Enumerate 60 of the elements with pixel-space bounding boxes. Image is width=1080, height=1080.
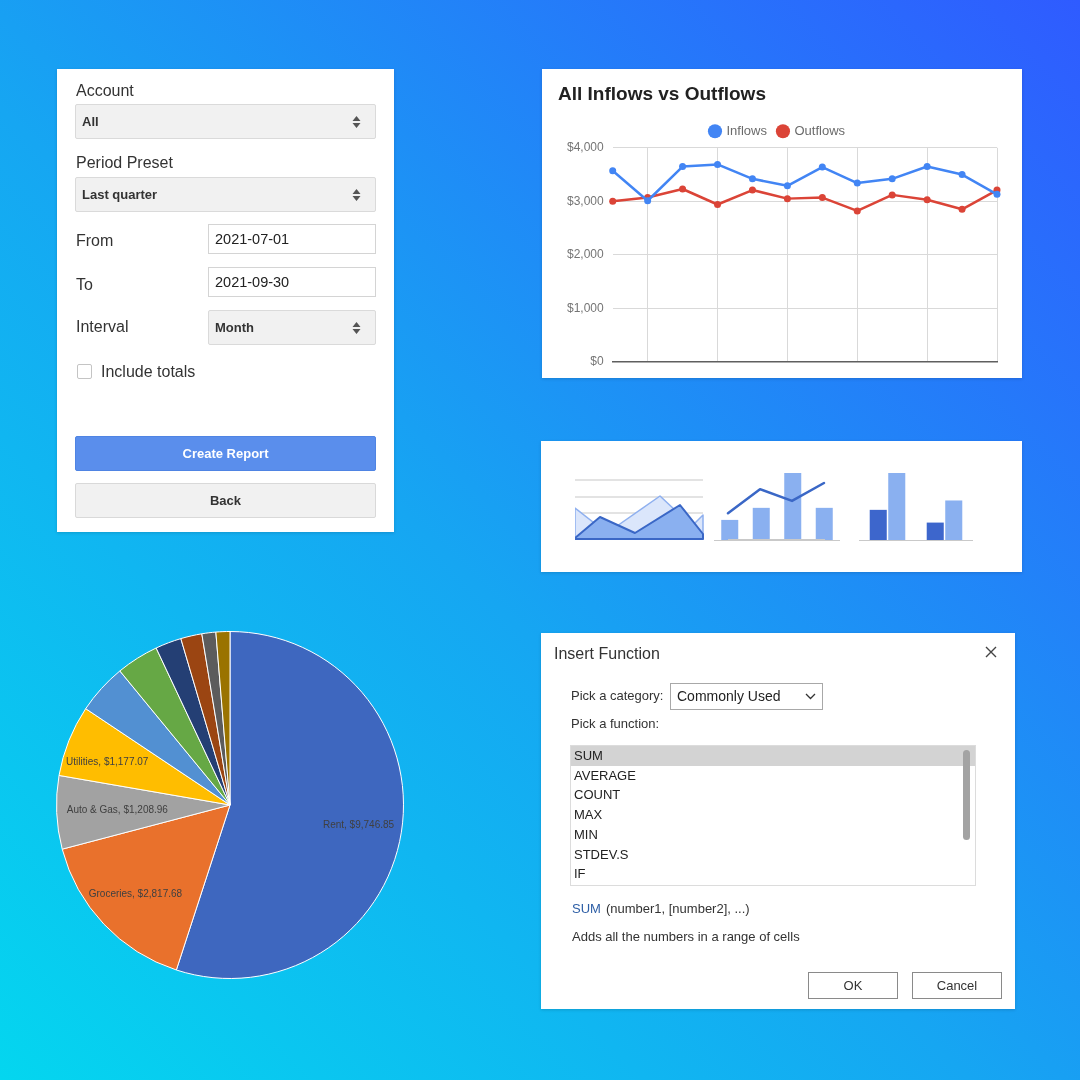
- slice-label: Auto & Gas, $1,208.96: [66, 803, 169, 815]
- point: [853, 179, 861, 187]
- point: [923, 163, 931, 171]
- point: [818, 194, 826, 202]
- bar: [945, 500, 963, 540]
- slice-label: Rent, $9,746.85: [322, 819, 395, 831]
- dropdown: Month: [208, 310, 376, 345]
- dropdown: All: [75, 104, 376, 139]
- point: [888, 175, 896, 183]
- text: Insert Function: [554, 644, 660, 663]
- point: [993, 190, 1001, 198]
- y-tick-label: $4,000: [567, 140, 605, 155]
- text: Include totals: [101, 363, 196, 381]
- button: Back: [75, 483, 376, 518]
- list-box: SUM AVERAGE COUNT MAX MIN STDEV.S IF: [570, 745, 976, 886]
- point: [783, 195, 791, 203]
- point: [714, 160, 722, 168]
- text: SUM: [572, 901, 601, 916]
- point: [818, 163, 826, 171]
- text-field: 2021-09-30: [208, 267, 376, 297]
- point: [888, 191, 896, 199]
- point: [609, 167, 617, 175]
- point: [958, 205, 966, 213]
- bar: [869, 509, 887, 540]
- y-tick-label: $3,000: [567, 193, 605, 208]
- point: [853, 207, 861, 215]
- text: Adds all the numbers in a range of cells: [572, 929, 800, 945]
- bar: [888, 473, 906, 540]
- slice-label: Groceries, $2,817.68: [88, 888, 183, 900]
- text: Account: [76, 82, 134, 100]
- text: Interval: [76, 318, 129, 336]
- button: Create Report: [75, 436, 376, 471]
- text: Pick a category:: [571, 688, 664, 704]
- dropdown: Commonly Used: [670, 683, 823, 710]
- text-field: 2021-07-01: [208, 224, 376, 254]
- point: [923, 196, 931, 204]
- button: OK: [808, 972, 898, 999]
- slice-label: Utilities, $1,177.07: [66, 755, 149, 767]
- y-tick-label: $1,000: [567, 300, 605, 315]
- y-tick-label: $0: [590, 354, 605, 369]
- point: [748, 186, 756, 194]
- point: [609, 197, 617, 205]
- bar: [926, 522, 944, 540]
- point: [679, 163, 687, 171]
- button: Cancel: [912, 972, 1002, 999]
- text: To: [76, 276, 93, 294]
- point: [714, 201, 722, 209]
- text: From: [76, 232, 114, 250]
- text: Pick a function:: [571, 716, 660, 732]
- point: [748, 175, 756, 183]
- text: (number1, [number2], ...): [605, 901, 750, 916]
- text: Period Preset: [76, 154, 173, 172]
- chart-title: All Inflows vs Outflows: [558, 82, 766, 104]
- legend-label: Outflows: [794, 122, 846, 138]
- y-tick-label: $2,000: [567, 247, 605, 262]
- legend-label: Inflows: [726, 122, 768, 138]
- point: [783, 182, 791, 190]
- dropdown: Last quarter: [75, 177, 376, 212]
- point: [958, 171, 966, 179]
- point: [679, 185, 687, 193]
